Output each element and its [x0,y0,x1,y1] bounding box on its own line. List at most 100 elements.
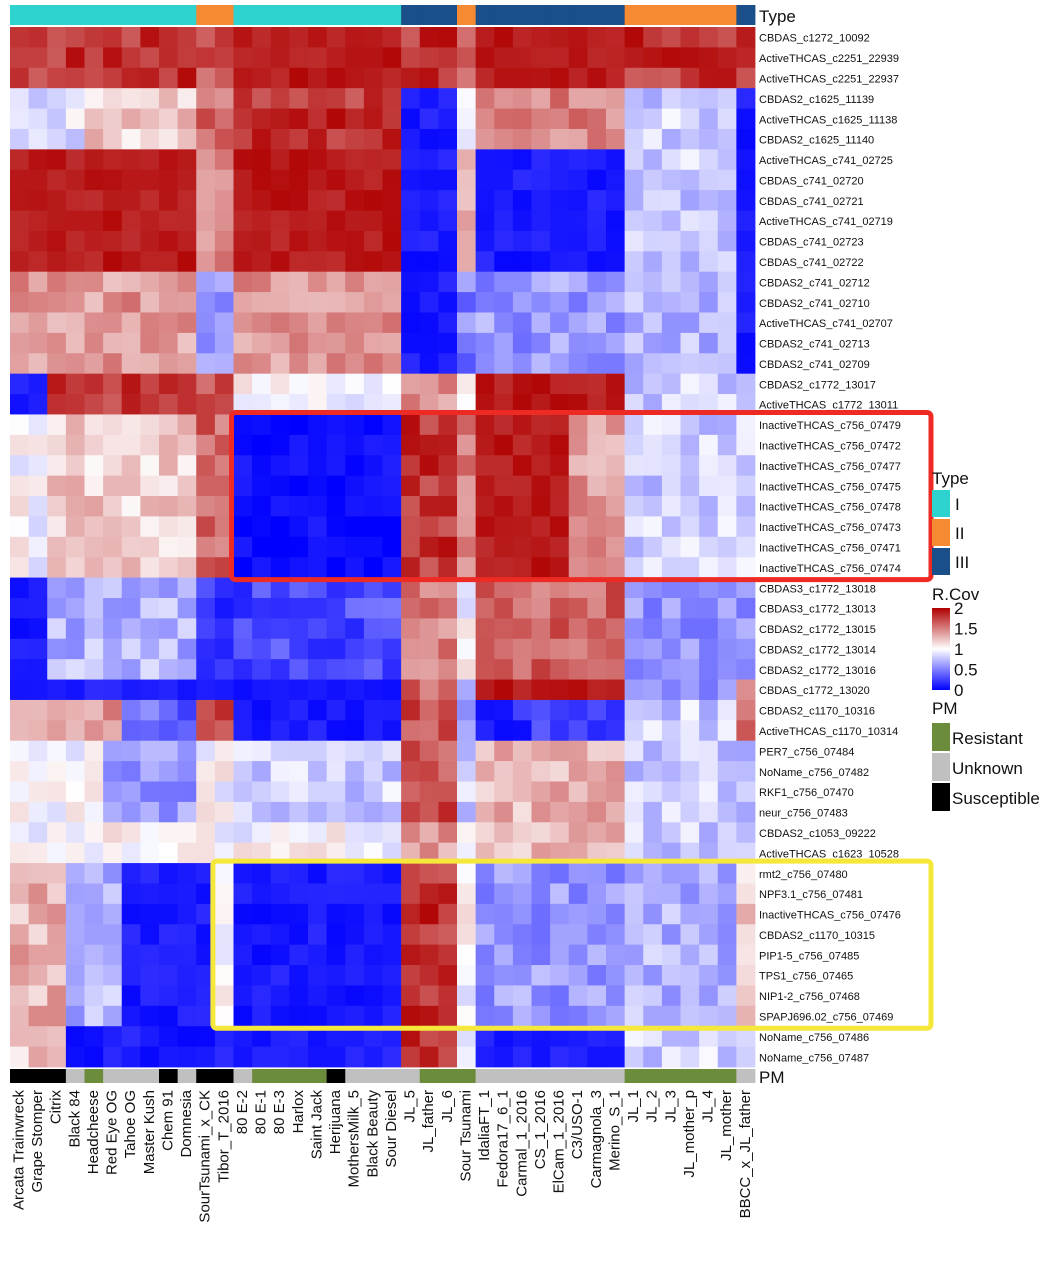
heatmap-cell [252,597,272,619]
heatmap-cell [270,924,290,946]
heatmap-cell [10,924,30,946]
heatmap-cell [438,394,458,415]
heatmap-cell [606,924,626,946]
type-track-cell [121,5,141,25]
heatmap-cell [103,944,123,966]
heatmap-cell [289,761,309,782]
heatmap-cell [587,1046,607,1068]
heatmap-cell [214,149,234,171]
heatmap-cell [643,312,663,334]
heatmap-cell [457,924,477,946]
heatmap-cell [233,496,253,517]
heatmap-cell [699,679,719,701]
pm-track-cell [10,1069,30,1083]
heatmap-cell [457,414,477,436]
heatmap-cell [159,924,179,946]
heatmap-cell [475,455,495,477]
heatmap-cell [28,1026,48,1048]
heatmap-cell [643,190,663,211]
heatmap-cell [512,251,532,273]
heatmap-cell [289,292,309,313]
heatmap-cell [326,720,346,742]
heatmap-cell [103,27,123,48]
heatmap-cell [65,638,85,660]
heatmap-cell [643,332,663,354]
heatmap-cell [475,496,495,517]
heatmap-cell [457,210,477,232]
heatmap-cell [233,679,253,701]
heatmap-cell [345,27,365,48]
heatmap-cell [680,88,700,109]
heatmap-cell [233,27,253,48]
heatmap-cell [401,985,421,1007]
heatmap-cell [121,761,141,782]
heatmap-cell [289,496,309,517]
heatmap-cell [419,271,439,293]
heatmap-cell [382,659,402,680]
heatmap-cell [401,455,421,477]
row-label: NoName_c756_07486 [759,1032,869,1044]
column-label: JL_mother_p [681,1090,698,1178]
heatmap-cell [550,1005,570,1027]
heatmap-cell [438,699,458,721]
heatmap-cell [624,781,644,803]
heatmap-cell [28,455,48,477]
heatmap-cell [568,108,588,130]
heatmap-cell [159,965,179,986]
heatmap-cell [308,597,328,619]
heatmap-cell [401,1005,421,1027]
heatmap-cell [717,659,737,680]
heatmap-cell [568,332,588,354]
heatmap-cell [717,618,737,640]
pm-track-cell [661,1069,681,1083]
heatmap-cell [475,659,495,680]
heatmap-cell [28,149,48,171]
heatmap-cell [47,271,67,293]
heatmap-cell [475,801,495,823]
heatmap-cell [140,353,160,375]
heatmap-cell [568,740,588,762]
heatmap-cell [289,1046,309,1068]
heatmap-cell [438,740,458,762]
heatmap-cell [624,638,644,660]
heatmap-cell [270,434,290,456]
heatmap-cell [531,944,551,966]
heatmap-cell [252,699,272,721]
heatmap-cell [512,536,532,558]
heatmap-cell [475,210,495,232]
heatmap-cell [382,944,402,966]
heatmap-cell [326,128,346,150]
heatmap-cell [419,638,439,660]
heatmap-cell [159,842,179,864]
heatmap-cell [28,169,48,191]
heatmap-cell [512,720,532,742]
heatmap-cell [214,1005,234,1027]
heatmap-cell [308,822,328,844]
heatmap-cell [717,944,737,966]
heatmap-cell [103,434,123,456]
heatmap-cell [717,985,737,1007]
heatmap-cell [475,965,495,986]
heatmap-cell [289,944,309,966]
heatmap-cell [121,903,141,925]
heatmap-cell [382,516,402,538]
type-track-cell [270,5,290,25]
heatmap-cell [177,801,197,823]
type-track-cell [140,5,160,25]
heatmap-cell [121,67,141,89]
heatmap-cell [289,883,309,905]
heatmap-cell [680,618,700,640]
heatmap-cell [531,536,551,558]
heatmap-cell [103,740,123,762]
heatmap-cell [214,394,234,415]
heatmap-cell [475,190,495,211]
type-track-cell [103,5,123,25]
heatmap-cell [159,47,179,69]
heatmap-cell [512,434,532,456]
heatmap-cell [661,67,681,89]
heatmap-cell [177,1046,197,1068]
heatmap-cell [47,128,67,150]
heatmap-cell [177,149,197,171]
heatmap-cell [28,332,48,354]
heatmap-cell [587,720,607,742]
